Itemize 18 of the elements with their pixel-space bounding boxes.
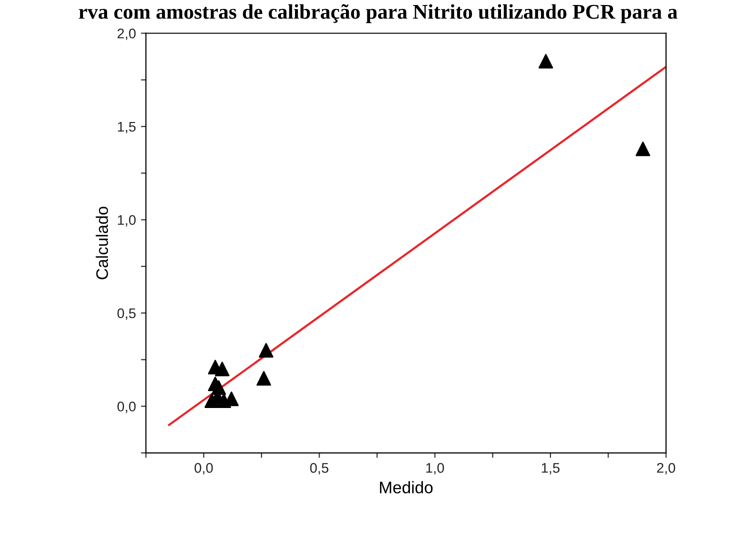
y-axis-title: Calculado (96, 206, 108, 280)
chart-title: rva com amostras de calibração para Nitrito utilizando PCR para a (78, 4, 678, 24)
y-tick-label: 1,5 (118, 122, 136, 134)
y-tick-label: 2,0 (118, 28, 136, 40)
x-tick-label: 2,0 (657, 462, 676, 474)
point (538, 54, 554, 69)
x-axis-title: Medido (380, 481, 433, 494)
point (258, 343, 274, 358)
x-tick-label: 1,5 (542, 463, 560, 474)
point (214, 362, 230, 376)
x-tick-label: 1,0 (426, 462, 444, 474)
x-tick-label: 0,0 (194, 462, 213, 474)
point (636, 142, 650, 156)
x-tick-label: 0,5 (310, 462, 328, 474)
y-tick-label: 0,5 (117, 308, 136, 320)
y-tick-label: 0,0 (117, 402, 136, 414)
point (256, 371, 272, 386)
y-tick-label: 1,0 (118, 215, 136, 227)
